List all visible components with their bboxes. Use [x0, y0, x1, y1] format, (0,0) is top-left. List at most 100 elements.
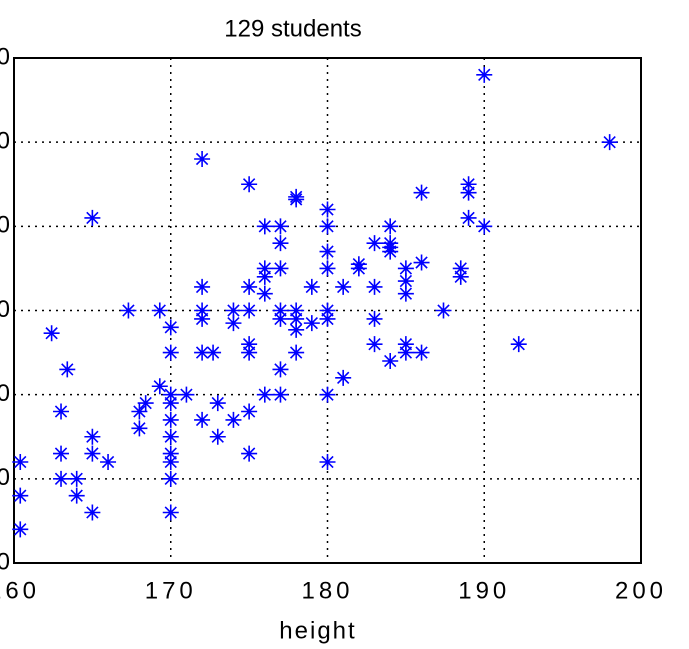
data-point — [335, 278, 352, 295]
data-point — [100, 454, 117, 470]
data-point — [53, 470, 70, 487]
data-point — [256, 285, 273, 302]
data-point — [460, 176, 477, 193]
data-point — [162, 454, 179, 470]
data-point — [382, 218, 399, 235]
x-tick-label: 190 — [458, 577, 510, 604]
data-point — [350, 260, 367, 277]
data-point — [241, 336, 258, 353]
data-point — [382, 235, 399, 252]
data-point — [241, 176, 258, 193]
data-point — [366, 235, 383, 252]
x-tick-label: 170 — [145, 577, 197, 604]
data-point — [194, 411, 211, 428]
data-point — [460, 184, 477, 201]
data-point — [272, 386, 289, 403]
data-point — [366, 310, 383, 327]
data-point — [272, 302, 289, 319]
data-point — [162, 386, 179, 403]
data-point — [435, 302, 452, 319]
data-point — [68, 487, 85, 504]
data-point — [319, 302, 336, 319]
data-point — [303, 278, 320, 295]
data-point — [241, 278, 258, 295]
data-point — [366, 278, 383, 295]
data-point — [397, 285, 414, 302]
data-point — [366, 336, 383, 353]
data-point — [288, 344, 305, 361]
data-point — [288, 321, 305, 338]
data-point — [319, 454, 336, 470]
data-point — [120, 302, 137, 319]
data-point — [59, 361, 76, 378]
x-tick-label: 160 — [0, 577, 40, 604]
data-point — [256, 386, 273, 403]
data-point — [137, 395, 154, 412]
data-point — [272, 235, 289, 252]
data-point — [84, 428, 101, 445]
data-point — [241, 344, 258, 361]
data-point — [303, 315, 320, 332]
data-point — [84, 445, 101, 462]
data-point — [319, 386, 336, 403]
y-tick-label: 0 — [0, 212, 10, 239]
data-point — [256, 218, 273, 235]
data-point — [151, 378, 168, 395]
data-point — [194, 151, 211, 167]
data-point — [335, 369, 352, 386]
data-point — [319, 260, 336, 277]
data-point — [209, 395, 226, 412]
data-point — [178, 386, 195, 403]
data-point — [12, 454, 29, 470]
data-point — [256, 260, 273, 277]
data-point — [272, 260, 289, 277]
data-point — [241, 403, 258, 420]
data-point — [194, 302, 211, 319]
data-point — [272, 361, 289, 378]
data-point — [225, 302, 242, 319]
data-point — [43, 325, 60, 342]
data-point — [53, 403, 70, 420]
data-point — [225, 315, 242, 332]
data-point — [319, 218, 336, 235]
y-tick-label: 0 — [0, 380, 10, 407]
y-tick-label: 0 — [0, 43, 10, 70]
data-point — [476, 66, 493, 83]
data-point — [272, 218, 289, 235]
chart-title: 129 students — [224, 15, 361, 42]
data-point — [382, 353, 399, 369]
data-point — [241, 302, 258, 319]
data-point — [413, 254, 430, 271]
data-point — [205, 344, 222, 361]
data-point — [288, 191, 305, 208]
data-point — [194, 344, 211, 361]
x-axis-label: height — [279, 617, 356, 644]
plot-frame — [13, 57, 642, 564]
data-point — [288, 302, 305, 319]
data-point — [53, 445, 70, 462]
x-tick-label: 200 — [615, 577, 667, 604]
data-point — [397, 344, 414, 361]
y-tick-label: 0 — [0, 128, 10, 155]
data-point — [162, 411, 179, 428]
data-point — [162, 344, 179, 361]
data-point — [319, 201, 336, 218]
data-point — [452, 260, 469, 277]
data-point — [601, 134, 618, 151]
data-point — [319, 243, 336, 260]
data-point — [452, 268, 469, 285]
data-point — [241, 445, 258, 462]
data-point — [162, 504, 179, 521]
data-point — [476, 218, 493, 235]
y-tick-label: 0 — [0, 296, 10, 323]
data-point — [510, 336, 527, 353]
data-point — [162, 470, 179, 487]
data-point — [131, 403, 148, 420]
data-point — [382, 243, 399, 260]
data-point — [162, 395, 179, 412]
y-tick-label: 0 — [0, 548, 10, 575]
data-point — [413, 184, 430, 201]
data-point — [397, 336, 414, 353]
x-tick-label: 180 — [301, 577, 353, 604]
data-point — [319, 310, 336, 327]
